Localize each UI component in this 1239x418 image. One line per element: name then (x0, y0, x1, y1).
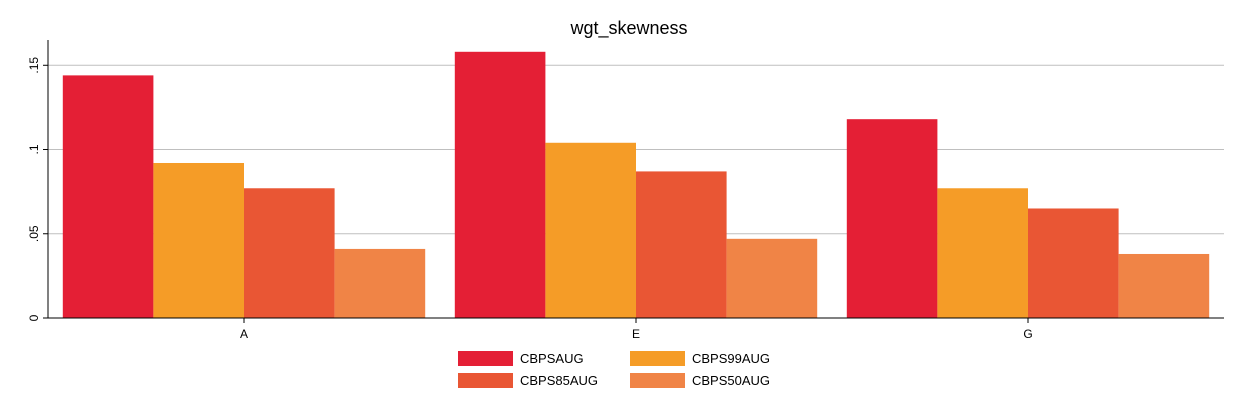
x-tick-label: A (240, 327, 248, 341)
bar-g-cbps50aug (1118, 253, 1210, 318)
bar-a-cbps50aug (334, 248, 426, 318)
bar-a-cbps99aug (153, 162, 244, 318)
legend: CBPSAUG CBPS99AUG CBPS85AUG CBPS50AUG (458, 351, 770, 388)
x-tick-label: G (1023, 327, 1032, 341)
legend-label-cbps50aug: CBPS50AUG (692, 373, 770, 388)
x-tick-label: E (632, 327, 640, 341)
legend-label-cbps99aug: CBPS99AUG (692, 351, 770, 366)
legend-swatch-cbps85aug (458, 373, 513, 388)
legend-swatch-cbps99aug (630, 351, 685, 366)
legend-label-cbpsaug: CBPSAUG (520, 351, 584, 366)
bar-g-cbps99aug (937, 188, 1028, 318)
chart-title: wgt_skewness (569, 18, 687, 39)
y-tick-label: .15 (27, 57, 41, 74)
bars (62, 51, 1210, 318)
bar-g-cbps85aug (1028, 208, 1119, 318)
y-tick-label: .1 (27, 144, 41, 154)
bar-e-cbpsaug (454, 51, 546, 318)
legend-swatch-cbpsaug (458, 351, 513, 366)
bar-e-cbps99aug (545, 142, 636, 318)
bar-a-cbps85aug (244, 188, 335, 318)
bar-a-cbpsaug (62, 75, 154, 318)
legend-swatch-cbps50aug (630, 373, 685, 388)
y-tick-label: .05 (27, 225, 41, 242)
bar-g-cbpsaug (846, 119, 938, 318)
bar-e-cbps50aug (726, 238, 818, 318)
legend-label-cbps85aug: CBPS85AUG (520, 373, 598, 388)
y-axis-ticks: 0 .05 .1 .15 (27, 57, 48, 321)
bar-e-cbps85aug (636, 171, 727, 318)
y-tick-label: 0 (27, 314, 41, 321)
